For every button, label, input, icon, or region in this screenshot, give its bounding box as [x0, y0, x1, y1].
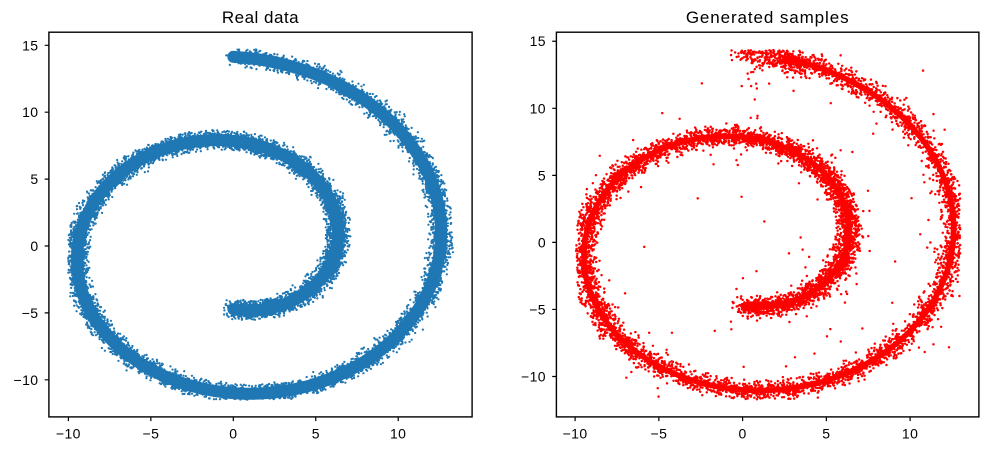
svg-text:−10: −10: [56, 425, 81, 441]
svg-text:−10: −10: [521, 369, 546, 385]
svg-text:−10: −10: [563, 425, 588, 441]
svg-text:−5: −5: [143, 425, 160, 441]
svg-text:−5: −5: [651, 425, 668, 441]
svg-text:15: 15: [22, 37, 38, 53]
svg-text:10: 10: [390, 425, 406, 441]
svg-text:0: 0: [229, 425, 237, 441]
svg-text:10: 10: [530, 100, 546, 116]
svg-text:−5: −5: [22, 305, 39, 321]
svg-text:0: 0: [538, 234, 546, 250]
svg-text:Generated samples: Generated samples: [686, 8, 850, 27]
svg-text:10: 10: [902, 425, 918, 441]
svg-text:10: 10: [22, 104, 38, 120]
svg-text:−5: −5: [529, 301, 546, 317]
svg-text:Real data: Real data: [222, 8, 299, 27]
svg-text:5: 5: [538, 167, 546, 183]
svg-text:0: 0: [30, 238, 38, 254]
svg-text:5: 5: [822, 425, 830, 441]
svg-text:5: 5: [30, 171, 38, 187]
svg-text:5: 5: [312, 425, 320, 441]
svg-text:15: 15: [530, 33, 546, 49]
svg-text:−10: −10: [14, 372, 39, 388]
svg-text:0: 0: [739, 425, 747, 441]
